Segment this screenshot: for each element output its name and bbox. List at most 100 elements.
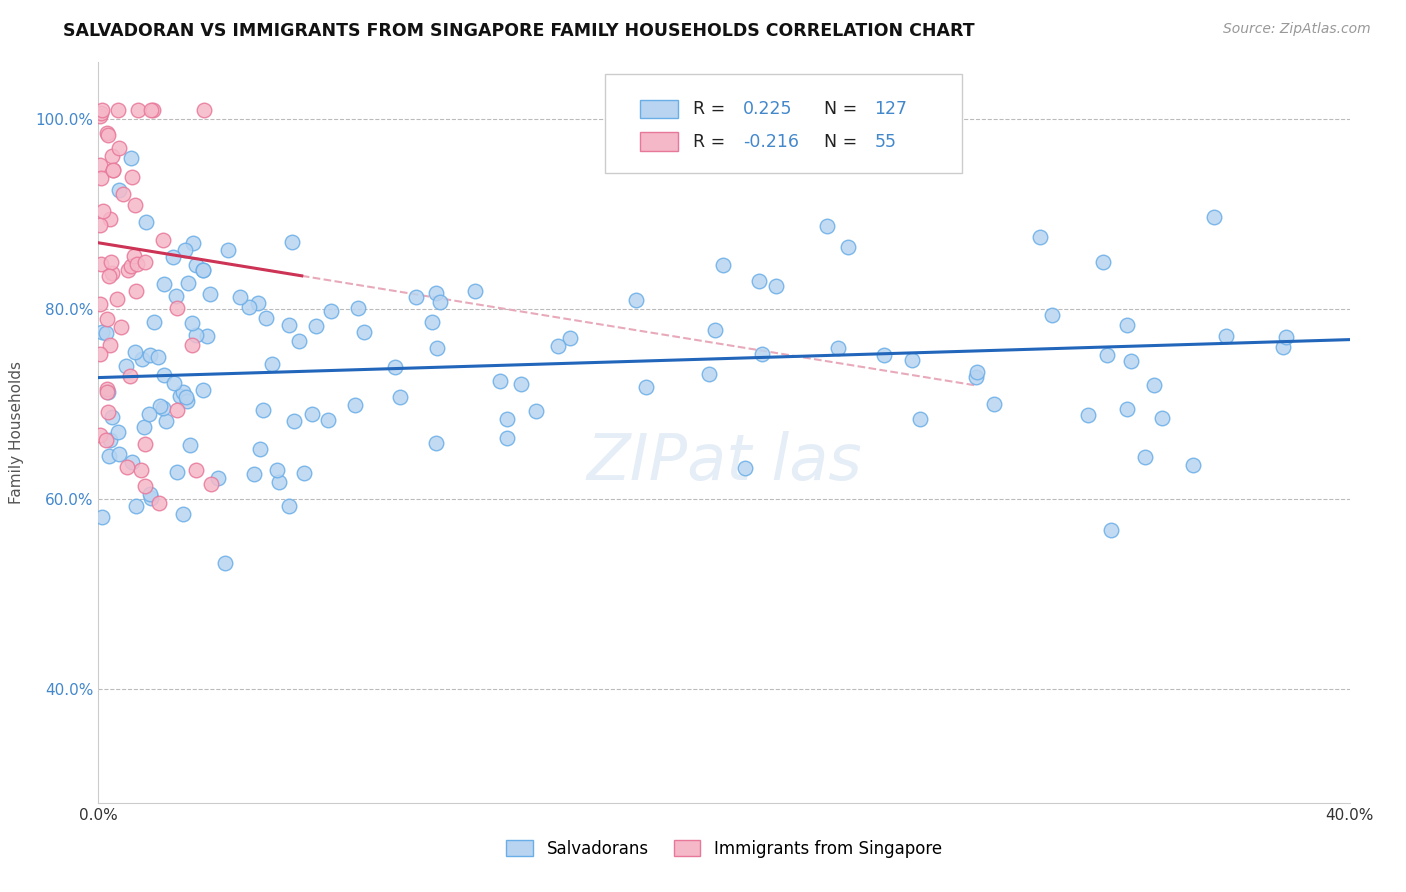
Point: [91, 204, 114, 219]
Point: [983, 397, 1005, 411]
Point: [1143, 378, 1166, 392]
Text: 127: 127: [875, 100, 907, 118]
Point: [301, 407, 323, 421]
Point: [174, 391, 197, 405]
Point: [152, 233, 174, 247]
Point: [96, 128, 118, 142]
Point: [247, 296, 270, 310]
Text: N =: N =: [824, 133, 858, 151]
Point: [815, 219, 838, 233]
Point: [108, 183, 131, 197]
Point: [269, 475, 291, 490]
Point: [288, 334, 311, 348]
Point: [89, 297, 111, 311]
Point: [184, 258, 207, 272]
FancyBboxPatch shape: [605, 73, 962, 173]
Text: 0.225: 0.225: [742, 100, 793, 118]
Point: [94, 433, 117, 447]
Point: [207, 471, 229, 485]
Text: R =: R =: [693, 133, 725, 151]
Point: [108, 141, 131, 155]
Point: [429, 295, 451, 310]
Point: [127, 257, 149, 271]
Point: [131, 351, 153, 366]
Point: [97, 450, 120, 464]
Point: [89, 256, 111, 270]
Point: [200, 477, 222, 491]
Point: [120, 259, 142, 273]
Point: [1215, 329, 1237, 343]
Point: [101, 266, 124, 280]
Point: [134, 437, 156, 451]
Point: [98, 433, 121, 447]
Point: [131, 462, 153, 476]
Point: [184, 463, 207, 477]
Point: [152, 368, 174, 383]
Point: [89, 347, 111, 361]
Point: [124, 345, 146, 359]
Point: [152, 401, 174, 415]
Text: Source: ZipAtlas.com: Source: ZipAtlas.com: [1223, 22, 1371, 37]
Point: [697, 367, 720, 381]
Text: 55: 55: [875, 133, 896, 151]
Point: [765, 278, 787, 293]
Point: [873, 348, 896, 362]
Point: [319, 304, 342, 318]
Point: [191, 263, 214, 277]
Point: [280, 235, 302, 249]
Point: [180, 338, 202, 352]
Point: [191, 384, 214, 398]
Point: [704, 323, 727, 337]
Point: [90, 170, 112, 185]
Point: [97, 384, 120, 399]
Point: [1202, 211, 1225, 225]
Point: [96, 382, 118, 396]
Point: [1040, 308, 1063, 322]
Point: [174, 243, 197, 257]
Point: [966, 365, 988, 379]
Point: [1077, 408, 1099, 422]
Point: [1121, 353, 1143, 368]
Point: [509, 376, 531, 391]
Point: [249, 442, 271, 457]
Point: [229, 290, 252, 304]
Point: [624, 293, 647, 308]
Point: [115, 359, 138, 373]
Point: [388, 390, 411, 404]
Point: [294, 467, 316, 481]
Point: [827, 341, 849, 355]
Point: [176, 393, 198, 408]
Point: [425, 285, 447, 300]
Point: [166, 301, 188, 316]
Point: [965, 370, 987, 384]
Point: [153, 277, 176, 292]
Point: [1092, 255, 1115, 269]
Point: [101, 149, 124, 163]
Point: [141, 491, 163, 505]
Point: [110, 319, 132, 334]
Point: [343, 398, 366, 412]
Point: [97, 405, 120, 419]
Point: [89, 109, 111, 123]
Point: [277, 318, 299, 333]
Text: SALVADORAN VS IMMIGRANTS FROM SINGAPORE FAMILY HOUSEHOLDS CORRELATION CHART: SALVADORAN VS IMMIGRANTS FROM SINGAPORE …: [63, 22, 974, 40]
Point: [1272, 340, 1295, 354]
Point: [107, 447, 129, 461]
Point: [166, 403, 188, 417]
Point: [238, 300, 260, 314]
Point: [89, 159, 111, 173]
Point: [316, 413, 339, 427]
Point: [711, 258, 734, 272]
Point: [135, 215, 157, 229]
Point: [94, 326, 117, 340]
Point: [837, 240, 859, 254]
Point: [165, 289, 187, 303]
Text: ZIPat las: ZIPat las: [586, 431, 862, 493]
Point: [166, 466, 188, 480]
Point: [134, 255, 156, 269]
Point: [304, 318, 326, 333]
Point: [526, 404, 548, 418]
Point: [112, 187, 135, 202]
Point: [125, 499, 148, 513]
Point: [142, 103, 165, 117]
